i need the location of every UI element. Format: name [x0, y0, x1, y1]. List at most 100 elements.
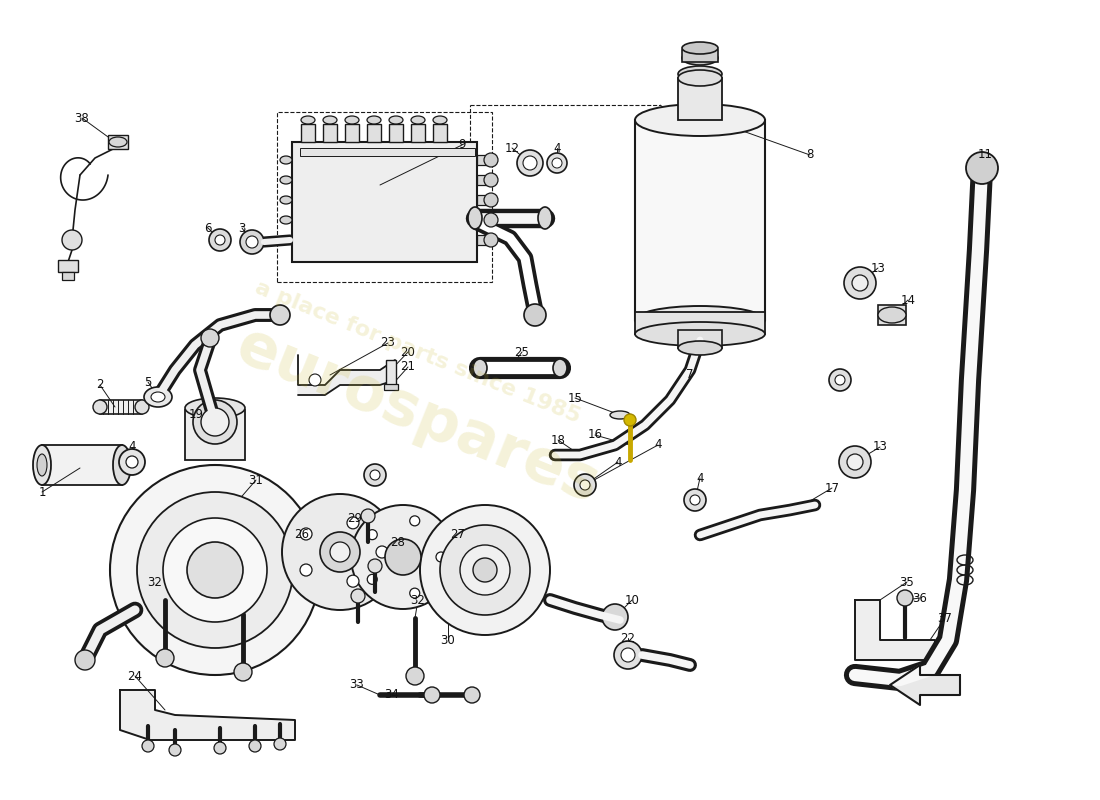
Circle shape	[300, 528, 312, 540]
Text: 26: 26	[295, 529, 309, 542]
Circle shape	[835, 375, 845, 385]
Circle shape	[214, 742, 225, 754]
Circle shape	[690, 495, 700, 505]
Text: 15: 15	[568, 391, 582, 405]
Circle shape	[274, 738, 286, 750]
Bar	[477, 175, 493, 185]
Circle shape	[522, 156, 537, 170]
Circle shape	[201, 329, 219, 347]
Bar	[300, 148, 475, 156]
Bar	[384, 384, 398, 390]
Circle shape	[234, 663, 252, 681]
Circle shape	[364, 464, 386, 486]
Circle shape	[614, 641, 642, 669]
Ellipse shape	[367, 116, 381, 124]
Bar	[301, 124, 315, 142]
Circle shape	[621, 648, 635, 662]
Circle shape	[270, 305, 290, 325]
Circle shape	[320, 532, 360, 572]
Ellipse shape	[135, 400, 149, 414]
Text: 23: 23	[381, 337, 395, 350]
Text: 34: 34	[385, 689, 399, 702]
Circle shape	[209, 229, 231, 251]
Text: 5: 5	[144, 375, 152, 389]
Circle shape	[409, 516, 420, 526]
Circle shape	[517, 150, 543, 176]
Text: 19: 19	[188, 409, 204, 422]
Circle shape	[684, 489, 706, 511]
Ellipse shape	[635, 322, 764, 346]
Text: 36: 36	[913, 591, 927, 605]
Circle shape	[440, 525, 530, 615]
Text: 13: 13	[870, 262, 886, 274]
Circle shape	[351, 505, 455, 609]
Text: 20: 20	[400, 346, 416, 358]
Circle shape	[62, 230, 82, 250]
Circle shape	[192, 400, 236, 444]
Circle shape	[346, 517, 359, 529]
Polygon shape	[890, 665, 960, 705]
Bar	[682, 50, 718, 62]
Circle shape	[367, 530, 377, 540]
Ellipse shape	[473, 359, 487, 377]
Circle shape	[552, 158, 562, 168]
Text: 4: 4	[614, 455, 622, 469]
Bar	[62, 272, 74, 280]
Ellipse shape	[301, 116, 315, 124]
Circle shape	[361, 509, 375, 523]
Circle shape	[966, 152, 998, 184]
Text: 10: 10	[625, 594, 639, 606]
Bar	[678, 330, 722, 348]
Text: 8: 8	[806, 149, 814, 162]
Text: 4: 4	[553, 142, 561, 154]
Polygon shape	[120, 690, 295, 740]
Circle shape	[484, 213, 498, 227]
Bar	[477, 155, 493, 165]
Circle shape	[246, 236, 258, 248]
Bar	[292, 142, 477, 262]
Ellipse shape	[682, 42, 718, 54]
Bar	[878, 305, 906, 325]
Text: 3: 3	[239, 222, 245, 234]
Circle shape	[201, 414, 229, 442]
Circle shape	[249, 740, 261, 752]
Circle shape	[300, 564, 312, 576]
Circle shape	[367, 574, 377, 584]
Ellipse shape	[345, 116, 359, 124]
Circle shape	[406, 667, 424, 685]
Circle shape	[896, 590, 913, 606]
Circle shape	[119, 449, 145, 475]
Text: 21: 21	[400, 361, 416, 374]
Circle shape	[839, 446, 871, 478]
Bar	[477, 195, 493, 205]
Circle shape	[75, 650, 95, 670]
Circle shape	[138, 492, 293, 648]
Circle shape	[208, 421, 222, 435]
Bar	[58, 260, 78, 272]
Circle shape	[309, 374, 321, 386]
Ellipse shape	[389, 116, 403, 124]
Circle shape	[580, 480, 590, 490]
Ellipse shape	[151, 392, 165, 402]
Bar	[345, 124, 359, 142]
Circle shape	[602, 604, 628, 630]
Circle shape	[409, 588, 420, 598]
Text: 33: 33	[350, 678, 364, 691]
Circle shape	[163, 518, 267, 622]
Circle shape	[201, 408, 229, 436]
Text: 1: 1	[39, 486, 46, 498]
Ellipse shape	[280, 156, 292, 164]
Ellipse shape	[323, 116, 337, 124]
Bar	[678, 78, 722, 120]
Text: 4: 4	[696, 471, 704, 485]
Ellipse shape	[185, 398, 245, 418]
Circle shape	[385, 539, 421, 575]
Text: 18: 18	[551, 434, 565, 446]
Polygon shape	[855, 600, 935, 660]
Bar	[635, 120, 764, 320]
Text: 32: 32	[147, 577, 163, 590]
Circle shape	[110, 465, 320, 675]
Text: 25: 25	[515, 346, 529, 358]
Text: 37: 37	[937, 611, 953, 625]
Circle shape	[240, 230, 264, 254]
